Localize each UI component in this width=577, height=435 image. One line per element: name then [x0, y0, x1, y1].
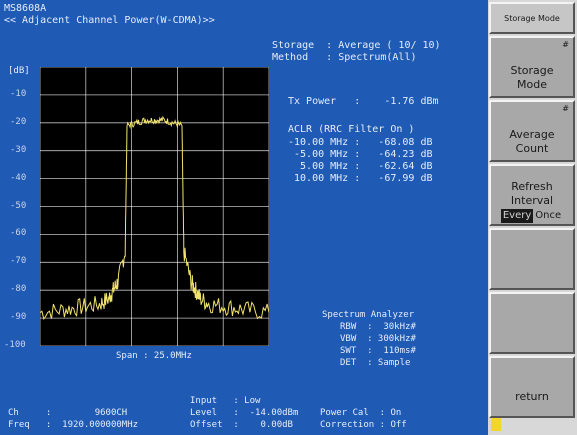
refresh-interval-softkey[interactable]: Refresh Interval Every Once — [489, 164, 575, 226]
offset-status: Offset : 0.00dB — [190, 420, 293, 430]
storage-status: Storage : Average ( 10/ 10) — [272, 40, 441, 51]
refresh-every-option[interactable]: Every — [500, 209, 534, 223]
y-tick-label: -20 — [10, 117, 27, 127]
return-softkey[interactable]: return — [489, 356, 575, 418]
blank-softkey[interactable] — [489, 292, 575, 354]
y-unit-label: [dB] — [8, 66, 30, 76]
y-tick-label: -30 — [10, 145, 27, 155]
trace-layer — [40, 115, 269, 321]
rbw-value: RBW : 30kHz# — [340, 322, 416, 332]
spectrum-svg — [40, 67, 269, 346]
storage-mode-softkey[interactable]: # Storage Mode — [489, 36, 575, 98]
aclr-row: 10.00 MHz : -67.99 dB — [288, 173, 433, 184]
y-tick-label: -60 — [10, 228, 27, 238]
spectrum-plot — [40, 67, 269, 346]
tx-power: Tx Power : -1.76 dBm — [288, 96, 439, 107]
y-tick-label: -50 — [10, 201, 27, 211]
y-tick-label: -40 — [10, 173, 27, 183]
span-label: Span : 25.0MHz — [116, 351, 192, 361]
method-status: Method : Spectrum(All) — [272, 52, 417, 63]
average-count-softkey[interactable]: # Average Count — [489, 100, 575, 162]
channel-status: Ch : 9600CH — [8, 408, 128, 418]
frequency-status: Freq : 1920.000000MHz — [8, 420, 139, 430]
plot-grid — [40, 67, 269, 346]
model-name: MS8608A — [4, 3, 47, 14]
blank-softkey[interactable] — [489, 228, 575, 290]
y-tick-label: -10 — [10, 89, 27, 99]
input-status: Input : Low — [190, 396, 261, 406]
submenu-marker-icon: # — [562, 104, 569, 113]
det-value: DET : Sample — [340, 358, 411, 368]
y-tick-label: -70 — [10, 256, 27, 266]
y-tick-label: -100 — [4, 340, 26, 350]
vbw-value: VBW : 300kHz# — [340, 334, 416, 344]
page-indicator — [491, 418, 501, 431]
aclr-header: ACLR (RRC Filter On ) — [288, 124, 415, 135]
submenu-marker-icon: # — [562, 40, 569, 49]
aclr-row: -5.00 MHz : -64.23 dB — [288, 149, 433, 160]
y-tick-label: -80 — [10, 284, 27, 294]
power-cal-status: Power Cal : On — [320, 408, 402, 418]
analyzer-title: Spectrum Analyzer — [322, 310, 415, 320]
aclr-row: 5.00 MHz : -62.64 dB — [288, 161, 433, 172]
spectrum-trace — [40, 115, 269, 321]
mode-title: << Adjacent Channel Power(W-CDMA)>> — [4, 15, 215, 26]
measurement-display: MS8608A << Adjacent Channel Power(W-CDMA… — [4, 3, 441, 430]
level-status: Level : -14.00dBm — [190, 408, 299, 418]
y-tick-label: -90 — [10, 312, 27, 322]
correction-status: Correction : Off — [320, 420, 407, 430]
swt-value: SWT : 110ms# — [340, 346, 416, 356]
softkey-panel: Storage Mode # Storage Mode # Average Co… — [488, 0, 577, 435]
refresh-once-option[interactable]: Once — [535, 210, 562, 221]
softkey-menu-header: Storage Mode — [489, 2, 575, 34]
aclr-row: -10.00 MHz : -68.08 dB — [288, 137, 433, 148]
